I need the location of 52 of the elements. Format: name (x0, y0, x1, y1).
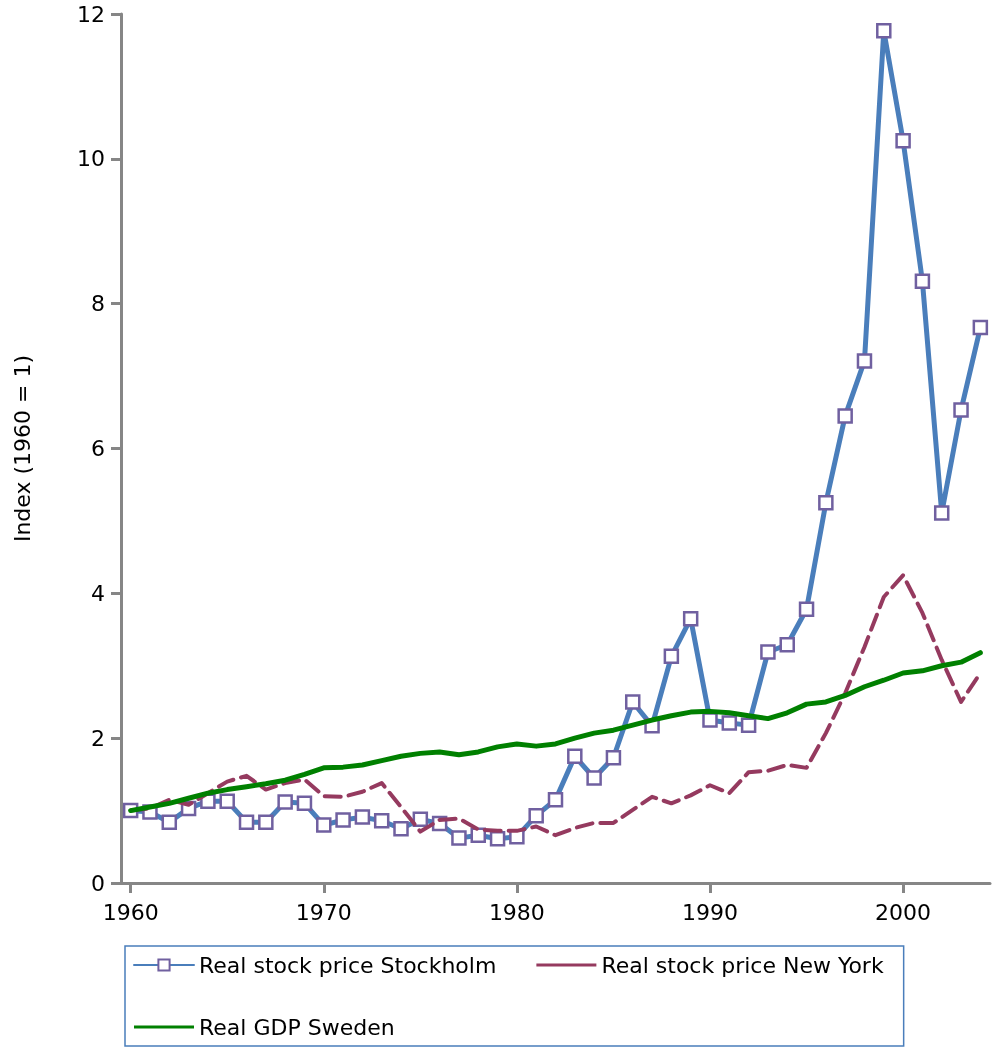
x-tick-label: 2000 (875, 899, 932, 925)
y-axis-title: Index (1960 = 1) (9, 354, 35, 543)
point (798, 601, 815, 618)
point (760, 644, 776, 660)
x-tick-label: 1960 (102, 899, 159, 925)
point (451, 830, 467, 846)
y-tick-label: 6 (91, 436, 105, 461)
point (972, 319, 989, 336)
point (933, 505, 950, 521)
point (605, 749, 622, 766)
point (335, 812, 351, 828)
x-tick-label: 1970 (295, 899, 352, 925)
point (354, 809, 371, 825)
point (721, 715, 738, 731)
point (567, 748, 583, 765)
point (586, 770, 602, 786)
y-tick-label: 10 (77, 146, 105, 172)
point (547, 791, 564, 808)
y-tick-label: 8 (91, 291, 105, 317)
point (914, 273, 931, 289)
point (895, 132, 911, 149)
y-tick-label: 12 (77, 1, 105, 27)
y-tick-label: 2 (91, 725, 105, 751)
x-tick-label: 1980 (488, 899, 545, 925)
point (856, 353, 873, 369)
point (393, 820, 409, 837)
point (238, 814, 255, 830)
point (837, 408, 853, 424)
point (296, 795, 313, 812)
point (219, 793, 235, 809)
point (489, 831, 506, 847)
point (258, 814, 274, 830)
point (316, 817, 332, 833)
legend-label: Real stock price New York (601, 952, 884, 978)
x-tick-label: 1990 (681, 899, 738, 925)
point (624, 694, 641, 710)
point (528, 807, 544, 824)
point (779, 637, 795, 653)
point (740, 717, 757, 733)
y-tick-label: 0 (91, 870, 105, 896)
point (682, 610, 699, 627)
point (373, 812, 390, 829)
point (818, 495, 834, 511)
point (702, 712, 718, 728)
point (277, 794, 293, 810)
legend-label: Real stock price Stockholm (199, 952, 497, 978)
legend-label: Real GDP Sweden (199, 1014, 395, 1040)
y-tick-label: 4 (91, 580, 105, 606)
point (953, 402, 969, 418)
point (161, 814, 178, 830)
point (663, 648, 680, 665)
point (876, 22, 892, 39)
